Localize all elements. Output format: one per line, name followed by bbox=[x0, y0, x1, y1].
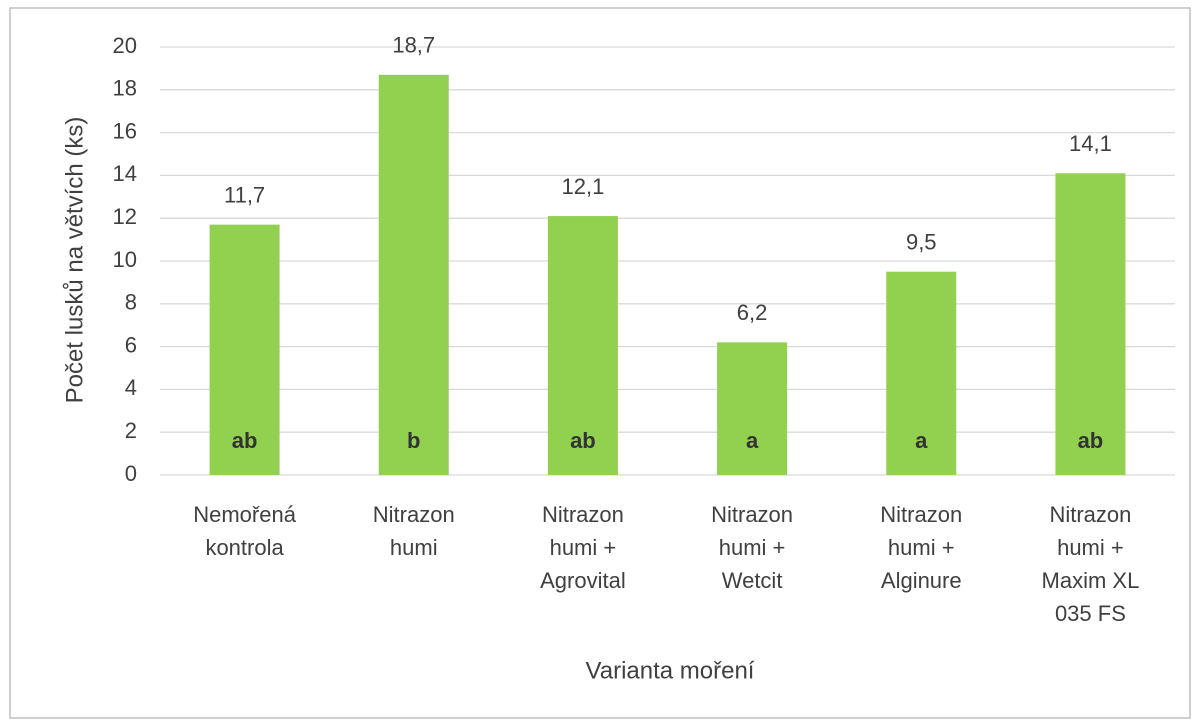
bar-annotation: ab bbox=[1078, 428, 1104, 453]
bar-annotation: a bbox=[915, 428, 928, 453]
x-tick-label: Nemořená bbox=[193, 502, 296, 527]
y-tick-label: 0 bbox=[125, 461, 137, 486]
value-label: 14,1 bbox=[1069, 131, 1112, 156]
y-tick-label: 20 bbox=[113, 33, 137, 58]
bar-annotation: ab bbox=[232, 428, 258, 453]
bar-annotation: a bbox=[746, 428, 759, 453]
y-tick-label: 16 bbox=[113, 118, 137, 143]
x-tick-label: Nitrazon bbox=[373, 502, 455, 527]
bar bbox=[717, 342, 788, 475]
x-tick-label: 035 FS bbox=[1055, 601, 1126, 626]
bar-annotation: ab bbox=[570, 428, 596, 453]
bar bbox=[886, 271, 957, 475]
bar bbox=[378, 74, 449, 475]
x-tick-label: Nitrazon bbox=[542, 502, 624, 527]
x-tick-label: humi + bbox=[719, 535, 786, 560]
y-tick-label: 2 bbox=[125, 418, 137, 443]
value-label: 12,1 bbox=[562, 174, 605, 199]
x-tick-label: Nitrazon bbox=[1049, 502, 1131, 527]
x-tick-label: humi + bbox=[888, 535, 955, 560]
y-tick-label: 8 bbox=[125, 290, 137, 315]
y-tick-label: 10 bbox=[113, 247, 137, 272]
bar bbox=[1055, 173, 1126, 475]
value-label: 6,2 bbox=[737, 300, 768, 325]
x-tick-label: Nitrazon bbox=[880, 502, 962, 527]
bar-annotation: b bbox=[407, 428, 420, 453]
x-tick-label: humi + bbox=[550, 535, 617, 560]
x-tick-label: Wetcit bbox=[722, 568, 783, 593]
value-label: 9,5 bbox=[906, 230, 937, 255]
x-axis-title: Varianta moření bbox=[586, 657, 755, 684]
x-tick-label: Agrovital bbox=[540, 568, 626, 593]
value-label: 18,7 bbox=[392, 33, 435, 58]
x-tick-label: humi bbox=[390, 535, 438, 560]
y-tick-label: 14 bbox=[113, 161, 137, 186]
y-tick-label: 18 bbox=[113, 76, 137, 101]
value-label: 11,7 bbox=[224, 182, 265, 207]
bar bbox=[547, 216, 618, 475]
x-tick-label: Maxim XL bbox=[1042, 568, 1140, 593]
y-tick-label: 4 bbox=[125, 375, 137, 400]
y-axis-title: Počet lusků na větvích (ks) bbox=[61, 117, 88, 404]
x-tick-label: Nitrazon bbox=[711, 502, 793, 527]
x-tick-label: Alginure bbox=[881, 568, 962, 593]
y-tick-label: 12 bbox=[113, 204, 137, 229]
x-tick-label: kontrola bbox=[205, 535, 284, 560]
x-tick-label: humi + bbox=[1057, 535, 1124, 560]
bar bbox=[209, 224, 280, 475]
y-tick-label: 6 bbox=[125, 332, 137, 357]
